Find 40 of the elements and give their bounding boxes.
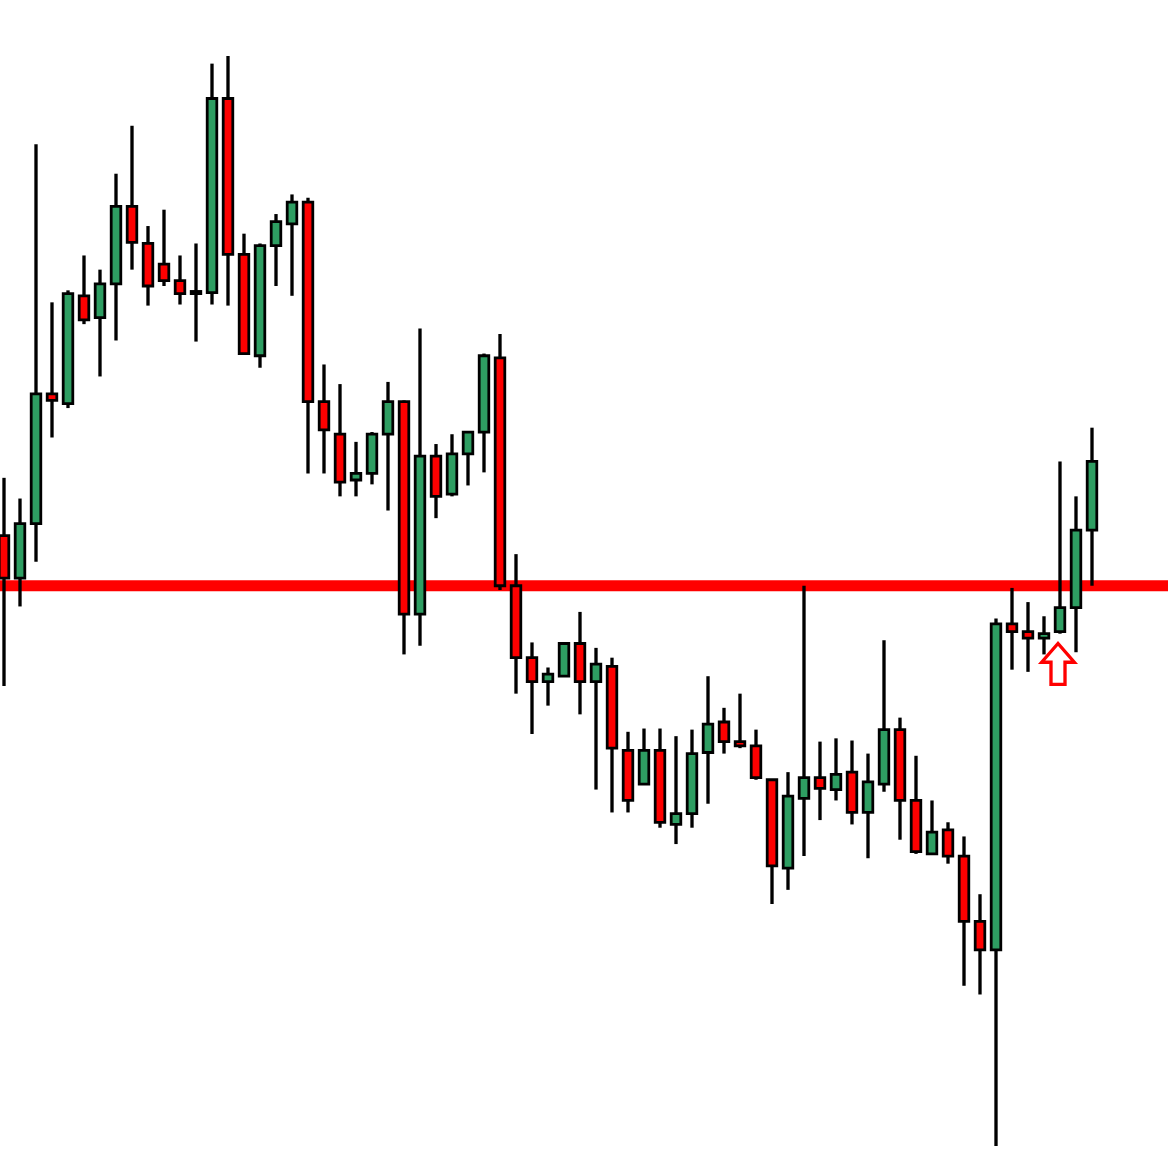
candlestick xyxy=(669,734,683,846)
candlestick xyxy=(141,224,155,308)
candlestick xyxy=(637,726,651,786)
candlestick xyxy=(349,440,363,499)
candlestick xyxy=(365,430,379,487)
candlestick xyxy=(173,253,187,307)
candlestick xyxy=(189,241,203,344)
candlestick xyxy=(861,751,875,860)
candlestick xyxy=(77,253,91,326)
candlestick xyxy=(973,892,987,997)
candlestick xyxy=(573,610,587,717)
candlestick xyxy=(589,646,603,792)
candlestick xyxy=(749,727,763,782)
candlestick xyxy=(157,208,171,288)
candlestick xyxy=(285,192,299,298)
candlestick xyxy=(429,442,443,520)
candlestick xyxy=(701,674,715,806)
candlestick xyxy=(845,738,859,827)
candlestick xyxy=(445,432,459,499)
candlestick xyxy=(541,665,555,708)
candlestick xyxy=(317,362,331,476)
candlestick xyxy=(557,642,571,678)
candlestick xyxy=(461,430,475,488)
candlestick xyxy=(717,706,731,756)
candlestick xyxy=(829,736,843,803)
candlestick xyxy=(813,739,827,822)
candlestick xyxy=(925,798,939,856)
candlestick xyxy=(269,212,283,288)
candlestick xyxy=(941,820,955,866)
candlestick xyxy=(525,640,539,736)
candlestick xyxy=(1053,459,1067,636)
candlestick xyxy=(381,380,395,513)
candlestick xyxy=(1021,600,1035,674)
candlestick xyxy=(93,267,107,379)
candlestick xyxy=(1037,614,1051,657)
candlestick xyxy=(125,124,139,272)
candlestick xyxy=(797,584,811,858)
candlestick xyxy=(45,300,59,440)
candlestick xyxy=(733,691,747,750)
candlestick xyxy=(333,382,347,499)
